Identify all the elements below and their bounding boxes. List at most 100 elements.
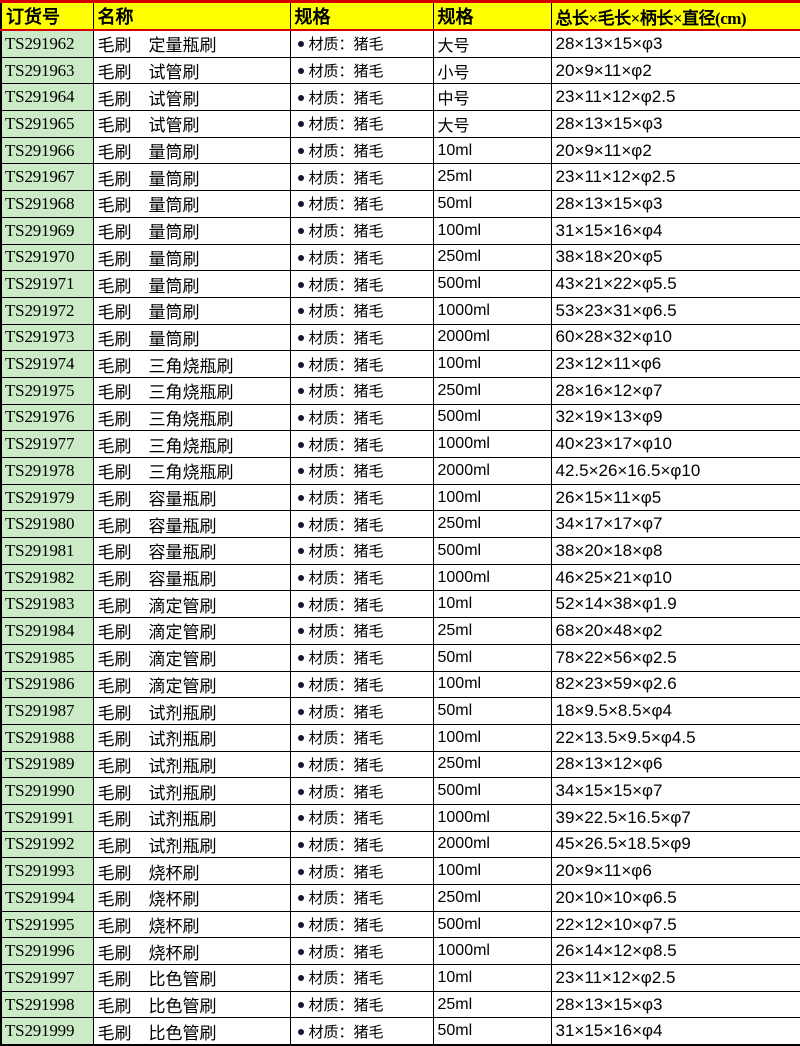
product-name-cell[interactable]: 毛刷 比色管刷 — [92, 964, 291, 992]
material-cell[interactable]: 材质：猪毛 — [289, 803, 434, 832]
order-id-cell[interactable]: TS291982 — [0, 563, 94, 592]
dimensions-cell[interactable]: 22×12×10×φ7.5 — [550, 910, 800, 939]
dimensions-cell[interactable]: 82×23×59×φ2.6 — [550, 670, 800, 699]
order-id-cell[interactable]: TS291994 — [0, 884, 94, 912]
material-cell[interactable]: 材质：猪毛 — [289, 29, 434, 58]
material-cell[interactable]: 材质：猪毛 — [289, 964, 434, 992]
size-cell[interactable]: 100ml — [432, 483, 552, 512]
product-name-cell[interactable]: 毛刷 试管刷 — [92, 83, 291, 112]
order-id-cell[interactable]: TS291986 — [0, 670, 94, 699]
order-id-cell[interactable]: TS291964 — [0, 83, 94, 112]
size-cell[interactable]: 1000ml — [432, 937, 552, 966]
dimensions-cell[interactable]: 46×25×21×φ10 — [550, 563, 800, 592]
order-id-cell[interactable]: TS291978 — [0, 457, 94, 485]
dimensions-cell[interactable]: 78×22×56×φ2.5 — [550, 643, 800, 672]
size-cell[interactable]: 2000ml — [432, 457, 552, 485]
product-name-cell[interactable]: 毛刷 容量瓶刷 — [92, 483, 291, 512]
order-id-cell[interactable]: TS291970 — [0, 243, 94, 272]
material-cell[interactable]: 材质：猪毛 — [289, 857, 434, 885]
order-id-cell[interactable]: TS291974 — [0, 350, 94, 378]
material-cell[interactable]: 材质：猪毛 — [289, 510, 434, 539]
dimensions-cell[interactable]: 20×9×11×φ2 — [550, 56, 800, 85]
product-name-cell[interactable]: 毛刷 量筒刷 — [92, 163, 291, 192]
product-name-cell[interactable]: 毛刷 烧杯刷 — [92, 910, 291, 939]
material-cell[interactable]: 材质：猪毛 — [289, 110, 434, 138]
order-id-cell[interactable]: TS291990 — [0, 777, 94, 805]
dimensions-cell[interactable]: 32×19×13×φ9 — [550, 403, 800, 432]
material-cell[interactable]: 材质：猪毛 — [289, 937, 434, 966]
dimensions-cell[interactable]: 28×13×15×φ3 — [550, 29, 800, 58]
material-cell[interactable]: 材质：猪毛 — [289, 670, 434, 699]
order-id-cell[interactable]: TS291971 — [0, 270, 94, 298]
product-name-cell[interactable]: 毛刷 三角烧瓶刷 — [92, 457, 291, 485]
dimensions-cell[interactable]: 20×10×10×φ6.5 — [550, 884, 800, 912]
size-cell[interactable]: 2000ml — [432, 830, 552, 859]
dimensions-cell[interactable]: 23×11×12×φ2.5 — [550, 83, 800, 112]
dimensions-cell[interactable]: 68×20×48×φ2 — [550, 617, 800, 645]
product-name-cell[interactable]: 毛刷 三角烧瓶刷 — [92, 430, 291, 458]
product-name-cell[interactable]: 毛刷 量筒刷 — [92, 190, 291, 218]
material-cell[interactable]: 材质：猪毛 — [289, 723, 434, 752]
material-cell[interactable]: 材质：猪毛 — [289, 483, 434, 512]
material-cell[interactable]: 材质：猪毛 — [289, 243, 434, 272]
dimensions-cell[interactable]: 23×11×12×φ2.5 — [550, 163, 800, 192]
product-name-cell[interactable]: 毛刷 量筒刷 — [92, 243, 291, 272]
order-id-cell[interactable]: TS291995 — [0, 910, 94, 939]
product-name-cell[interactable]: 毛刷 量筒刷 — [92, 270, 291, 298]
material-cell[interactable]: 材质：猪毛 — [289, 296, 434, 325]
material-cell[interactable]: 材质：猪毛 — [289, 1017, 434, 1046]
size-cell[interactable]: 100ml — [432, 216, 552, 245]
product-name-cell[interactable]: 毛刷 三角烧瓶刷 — [92, 376, 291, 405]
material-cell[interactable]: 材质：猪毛 — [289, 697, 434, 725]
product-name-cell[interactable]: 毛刷 量筒刷 — [92, 216, 291, 245]
product-name-cell[interactable]: 毛刷 比色管刷 — [92, 1017, 291, 1046]
dimensions-cell[interactable]: 38×18×20×φ5 — [550, 243, 800, 272]
size-cell[interactable]: 500ml — [432, 537, 552, 565]
dimensions-cell[interactable]: 45×26.5×18.5×φ9 — [550, 830, 800, 859]
product-name-cell[interactable]: 毛刷 试剂瓶刷 — [92, 803, 291, 832]
order-id-cell[interactable]: TS291966 — [0, 136, 94, 165]
product-name-cell[interactable]: 毛刷 滴定管刷 — [92, 643, 291, 672]
size-cell[interactable]: 500ml — [432, 777, 552, 805]
material-cell[interactable]: 材质：猪毛 — [289, 350, 434, 378]
order-id-cell[interactable]: TS291962 — [0, 29, 94, 58]
order-id-cell[interactable]: TS291999 — [0, 1017, 94, 1046]
order-id-cell[interactable]: TS291984 — [0, 617, 94, 645]
dimensions-cell[interactable]: 53×23×31×φ6.5 — [550, 296, 800, 325]
product-name-cell[interactable]: 毛刷 量筒刷 — [92, 296, 291, 325]
size-cell[interactable]: 250ml — [432, 750, 552, 779]
dimensions-cell[interactable]: 31×15×16×φ4 — [550, 216, 800, 245]
dimensions-cell[interactable]: 60×28×32×φ10 — [550, 323, 800, 352]
dimensions-cell[interactable]: 43×21×22×φ5.5 — [550, 270, 800, 298]
size-cell[interactable]: 1000ml — [432, 563, 552, 592]
dimensions-cell[interactable]: 23×12×11×φ6 — [550, 350, 800, 378]
order-id-cell[interactable]: TS291965 — [0, 110, 94, 138]
product-name-cell[interactable]: 毛刷 量筒刷 — [92, 136, 291, 165]
product-name-cell[interactable]: 毛刷 滴定管刷 — [92, 590, 291, 619]
size-cell[interactable]: 100ml — [432, 723, 552, 752]
size-cell[interactable]: 1000ml — [432, 803, 552, 832]
order-id-cell[interactable]: TS291988 — [0, 723, 94, 752]
material-cell[interactable]: 材质：猪毛 — [289, 190, 434, 218]
material-cell[interactable]: 材质：猪毛 — [289, 376, 434, 405]
order-id-cell[interactable]: TS291980 — [0, 510, 94, 539]
size-cell[interactable]: 50ml — [432, 190, 552, 218]
product-name-cell[interactable]: 毛刷 试剂瓶刷 — [92, 723, 291, 752]
product-name-cell[interactable]: 毛刷 滴定管刷 — [92, 670, 291, 699]
material-cell[interactable]: 材质：猪毛 — [289, 83, 434, 112]
col-header-dimensions[interactable]: 总长×毛长×柄长×直径(cm) — [550, 1, 800, 31]
product-name-cell[interactable]: 毛刷 滴定管刷 — [92, 617, 291, 645]
dimensions-cell[interactable]: 42.5×26×16.5×φ10 — [550, 457, 800, 485]
product-name-cell[interactable]: 毛刷 三角烧瓶刷 — [92, 350, 291, 378]
order-id-cell[interactable]: TS291991 — [0, 803, 94, 832]
dimensions-cell[interactable]: 31×15×16×φ4 — [550, 1017, 800, 1046]
product-name-cell[interactable]: 毛刷 试剂瓶刷 — [92, 777, 291, 805]
order-id-cell[interactable]: TS291976 — [0, 403, 94, 432]
size-cell[interactable]: 50ml — [432, 697, 552, 725]
dimensions-cell[interactable]: 23×11×12×φ2.5 — [550, 964, 800, 992]
material-cell[interactable]: 材质：猪毛 — [289, 403, 434, 432]
dimensions-cell[interactable]: 28×16×12×φ7 — [550, 376, 800, 405]
material-cell[interactable]: 材质：猪毛 — [289, 563, 434, 592]
size-cell[interactable]: 100ml — [432, 670, 552, 699]
size-cell[interactable]: 500ml — [432, 403, 552, 432]
